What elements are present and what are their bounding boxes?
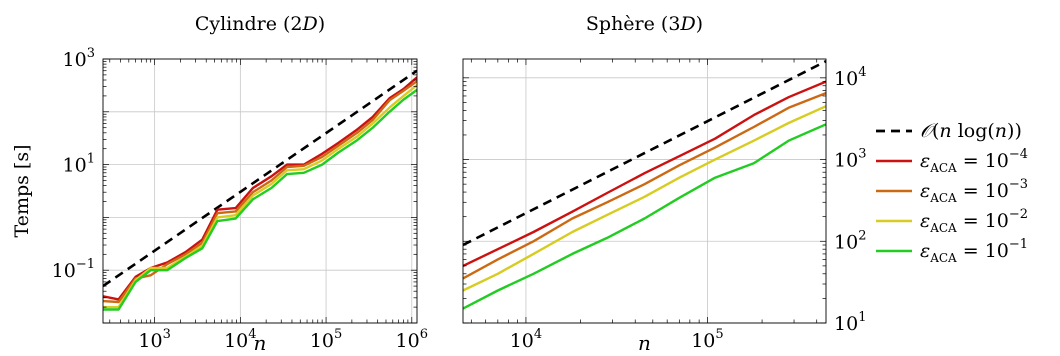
series-line-4	[463, 123, 826, 310]
legend-item: 𝒪(n log(n))	[876, 120, 1022, 142]
y-tick-label: 103	[834, 147, 866, 172]
legend-label: 𝒪(n log(n))	[920, 120, 1022, 142]
x-axis-label: n	[254, 331, 267, 355]
series-line-2	[103, 80, 417, 304]
series-line-4	[103, 88, 417, 311]
y-tick-label: 104	[834, 65, 866, 90]
y-tick-label: 10−1	[52, 257, 95, 282]
y-tick-label: 103	[63, 46, 95, 71]
series-line-2	[463, 91, 826, 280]
x-tick-label: 104	[510, 327, 542, 352]
series-line-reference	[103, 69, 417, 288]
legend-item: εACA = 10−1	[876, 237, 1028, 265]
y-tick-label: 101	[63, 152, 95, 177]
x-tick-label: 105	[691, 327, 723, 352]
series-line-3	[463, 105, 826, 292]
legend-item: εACA = 10−3	[876, 177, 1028, 205]
series-line-reference	[463, 60, 826, 247]
y-axis-label: Temps [s]	[11, 145, 33, 238]
legend-item: εACA = 10−4	[876, 147, 1028, 175]
legend-item: εACA = 10−2	[876, 207, 1028, 235]
ticks	[463, 59, 826, 324]
plot-frame	[102, 58, 418, 324]
legend-label: εACA = 10−2	[920, 207, 1028, 235]
x-tick-label: 106	[396, 327, 428, 352]
legend-label: εACA = 10−4	[920, 147, 1028, 175]
grid	[463, 59, 826, 324]
y-tick-label: 101	[834, 310, 866, 335]
x-tick-label: 104	[224, 327, 256, 352]
series-line-1	[463, 80, 826, 267]
plot-frame	[462, 58, 827, 324]
series-line-3	[103, 84, 417, 309]
legend-label: εACA = 10−3	[920, 177, 1028, 205]
chart-title: Cylindre (2D)	[195, 13, 325, 35]
y-tick-label: 102	[834, 228, 866, 253]
chart-panel-2: 104 105 101 102 103 104 Sphère (3D) n	[462, 13, 866, 355]
chart-panel-1: 103 104 105 106 10−1 101 103 Cylindre (2D) n Temp…	[11, 13, 428, 355]
x-tick-label: 105	[310, 327, 342, 352]
x-axis-label: n	[638, 331, 651, 355]
x-tick-label: 103	[138, 327, 170, 352]
legend-label: εACA = 10−1	[920, 237, 1028, 265]
ticks	[103, 58, 417, 324]
chart-title: Sphère (3D)	[586, 13, 703, 35]
